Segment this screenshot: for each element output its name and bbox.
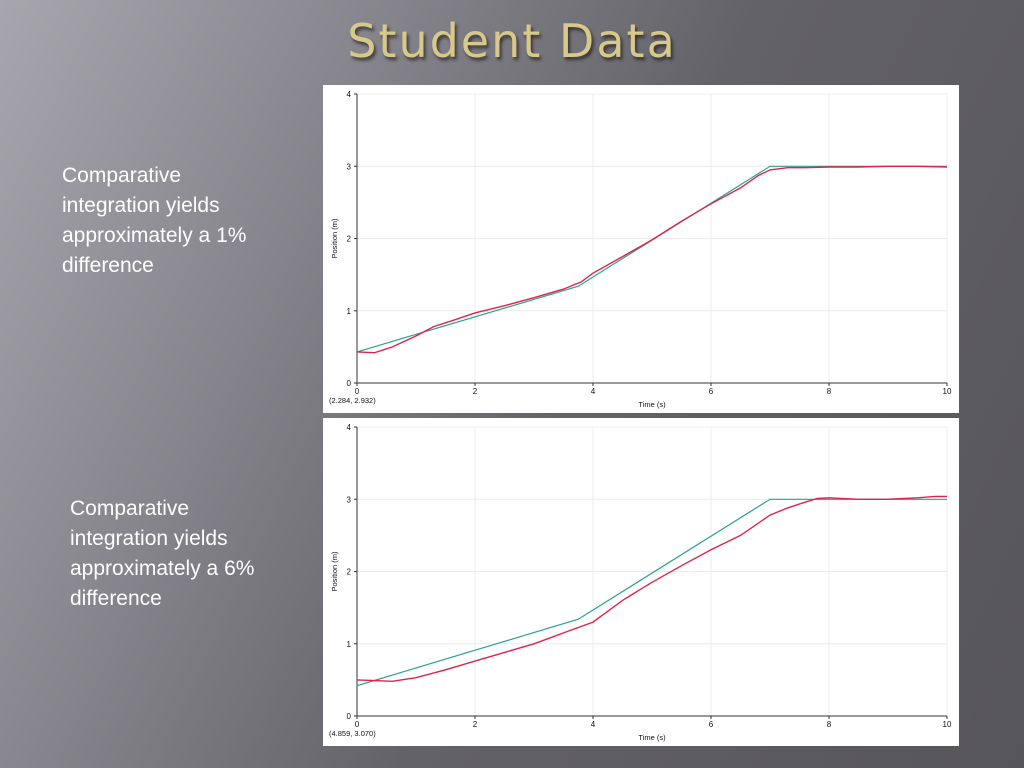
x-tick-label: 2 (473, 387, 478, 396)
chart-2: 0 2 4 6 8 10 0 1 2 3 4 Time (s) Position (m) (4.859, … (329, 423, 952, 742)
x-tick-label: 4 (591, 720, 596, 729)
x-tick-label: 10 (943, 387, 952, 396)
x-tick-label: 0 (355, 387, 360, 396)
series-line-model (356, 498, 947, 687)
series-line-measured (356, 495, 947, 683)
y-tick-label: 2 (347, 568, 352, 577)
coordinate-readout: (4.859, 3.070) (329, 729, 376, 738)
series-line-model (356, 165, 947, 353)
x-axis-label: Time (s) (638, 733, 666, 742)
x-tick-label: 2 (473, 720, 478, 729)
x-tick-label: 10 (943, 720, 952, 729)
x-tick-label: 6 (709, 720, 714, 729)
caption-chart-1: Comparative integration yields approxima… (62, 164, 247, 277)
chart-1: 0 2 4 6 8 10 0 1 2 3 4 Time (s) Position (m) (2.284, … (329, 90, 952, 409)
x-tick-label: 6 (709, 387, 714, 396)
x-tick-label: 0 (355, 720, 360, 729)
slide-title: Student Data (347, 14, 677, 68)
coordinate-readout: (2.284, 2.932) (329, 396, 376, 405)
x-tick-label: 8 (827, 720, 832, 729)
y-axis-label: Position (m) (330, 218, 339, 259)
chart-panel-2: 0 2 4 6 8 10 0 1 2 3 4 Time (s) Position (m) (4.859, … (323, 418, 959, 746)
y-tick-label: 4 (347, 423, 352, 432)
y-axis-label: Position (m) (330, 551, 339, 592)
y-tick-label: 0 (347, 712, 352, 721)
x-tick-label: 8 (827, 387, 832, 396)
y-tick-label: 3 (347, 495, 352, 504)
x-tick-label: 4 (591, 387, 596, 396)
series-line-measured (356, 165, 948, 354)
y-tick-label: 4 (347, 90, 352, 99)
y-tick-label: 0 (347, 379, 352, 388)
chart-panel-1: 0 2 4 6 8 10 0 1 2 3 4 Time (s) Position (m) (2.284, … (323, 85, 959, 413)
caption-chart-2: Comparative integration yields approxima… (70, 497, 255, 610)
x-axis-label: Time (s) (638, 400, 666, 409)
y-tick-label: 2 (347, 235, 352, 244)
y-tick-label: 3 (347, 162, 352, 171)
y-tick-label: 1 (347, 640, 352, 649)
y-tick-label: 1 (347, 307, 352, 316)
